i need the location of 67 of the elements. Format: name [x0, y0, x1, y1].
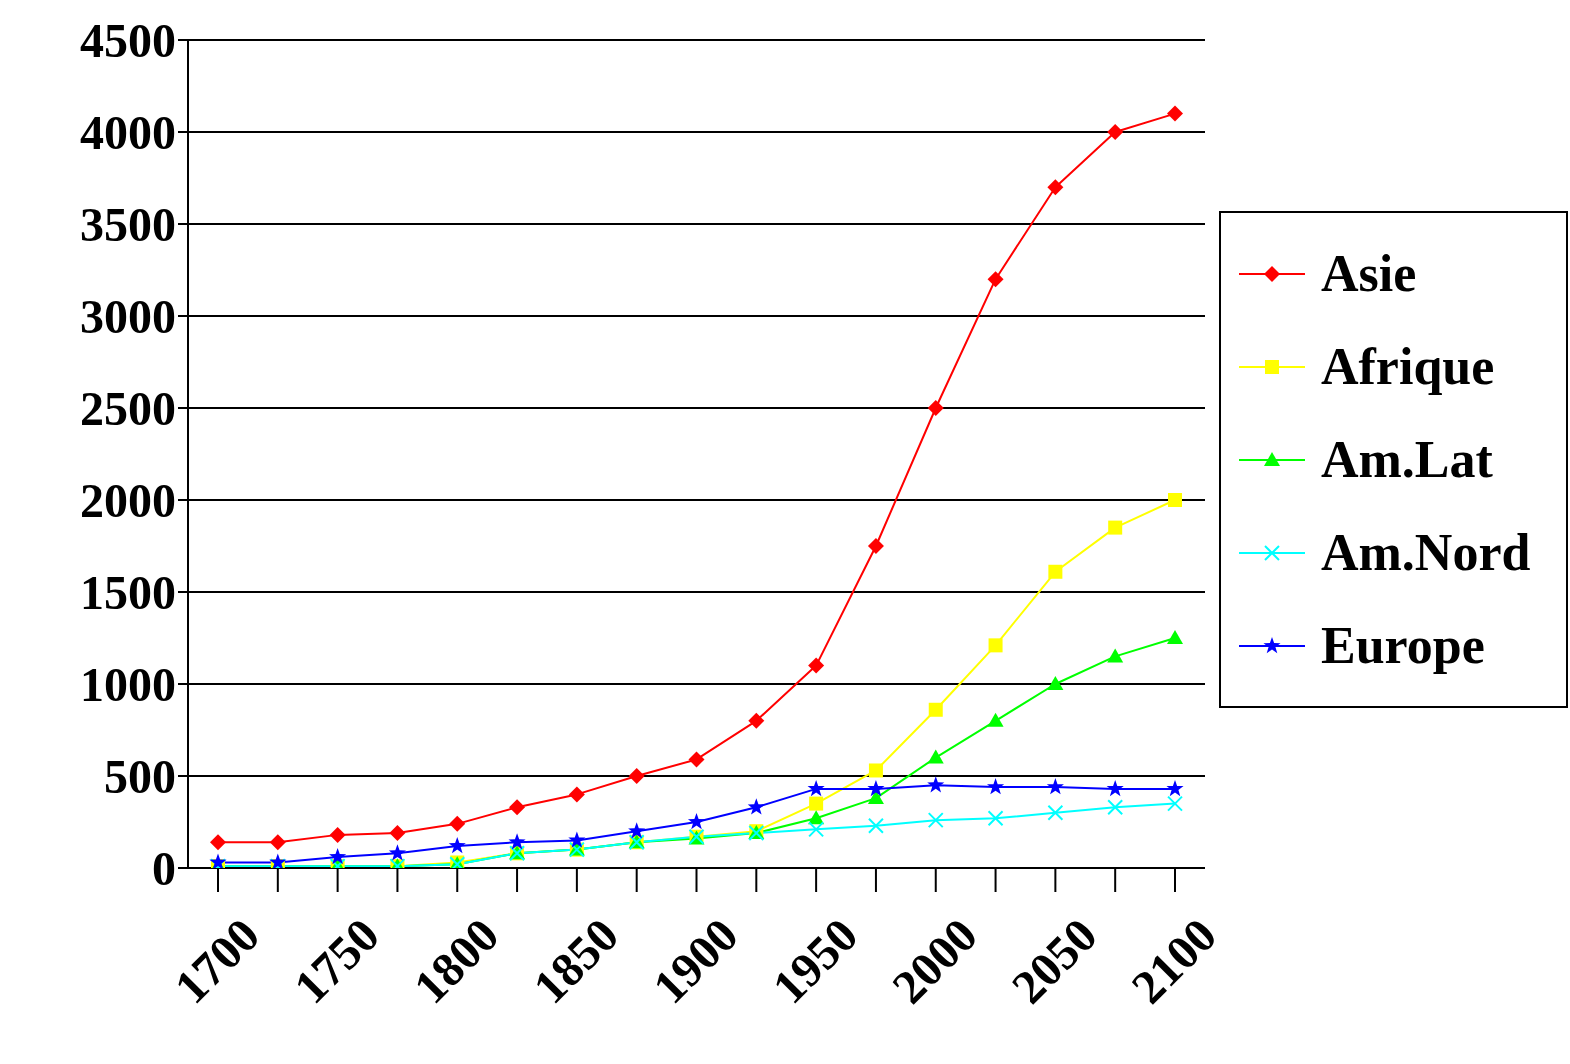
point — [808, 821, 825, 838]
point — [987, 778, 1005, 795]
legend-label: Afrique — [1321, 337, 1495, 396]
point — [927, 749, 944, 764]
point — [927, 776, 945, 793]
point — [867, 790, 884, 805]
point — [927, 812, 944, 829]
point — [210, 834, 226, 851]
y-tick-label: 2500 — [80, 382, 176, 436]
point — [449, 815, 466, 832]
y-tick-label: 3500 — [80, 198, 176, 252]
point — [867, 779, 885, 797]
legend-label: Am.Nord — [1321, 523, 1531, 582]
point — [1047, 179, 1064, 196]
point — [509, 799, 526, 816]
y-tick-label: 4000 — [80, 106, 176, 160]
point — [987, 271, 1004, 288]
point — [688, 751, 705, 768]
point — [1107, 648, 1124, 663]
point — [1047, 804, 1064, 821]
point — [508, 833, 526, 850]
point — [568, 786, 585, 803]
point — [808, 657, 825, 674]
point — [807, 779, 825, 797]
point — [867, 817, 884, 834]
point — [1167, 105, 1183, 122]
point — [748, 712, 765, 729]
point — [1107, 799, 1124, 816]
point — [1046, 778, 1064, 795]
point — [867, 538, 884, 554]
legend-label: Europe — [1321, 616, 1485, 675]
point — [747, 798, 765, 815]
point — [1166, 779, 1184, 797]
point — [389, 825, 406, 842]
point — [927, 400, 944, 416]
point — [388, 844, 406, 861]
point — [1167, 795, 1183, 812]
point — [628, 822, 646, 839]
point — [928, 702, 943, 717]
point — [448, 836, 466, 854]
legend-label: Asie — [1321, 244, 1417, 303]
point — [1108, 520, 1123, 535]
y-tick-label: 4500 — [80, 14, 176, 68]
y-tick-label: 0 — [152, 842, 176, 896]
point — [687, 813, 706, 830]
point — [988, 638, 1003, 653]
point — [1048, 564, 1063, 579]
y-tick-label: 3000 — [80, 290, 176, 344]
y-tick-label: 500 — [104, 750, 176, 804]
point — [987, 712, 1004, 727]
point — [1106, 779, 1124, 797]
point — [628, 768, 645, 784]
point — [568, 831, 586, 848]
y-tick-label: 2000 — [80, 474, 176, 528]
point — [868, 763, 883, 778]
y-tick-label: 1000 — [80, 658, 176, 712]
point — [329, 847, 347, 865]
point — [809, 796, 824, 811]
legend-label: Am.Lat — [1321, 430, 1493, 489]
point — [269, 834, 286, 851]
point — [1107, 124, 1124, 140]
point — [1047, 676, 1064, 690]
point — [329, 826, 346, 843]
point — [1168, 493, 1182, 507]
point — [987, 810, 1004, 827]
y-tick-label: 1500 — [80, 566, 176, 620]
point — [1167, 630, 1183, 644]
